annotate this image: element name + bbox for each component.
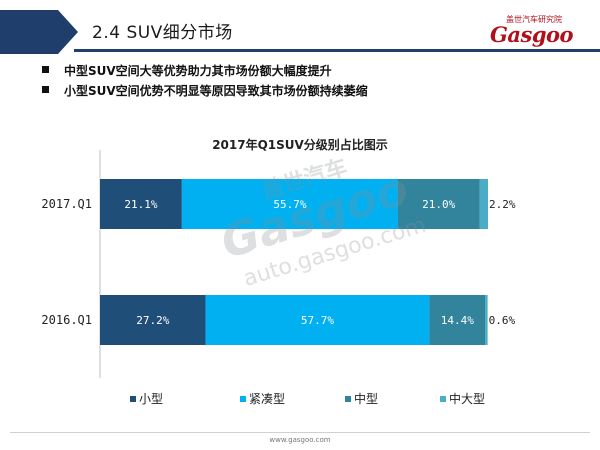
bullet-square-icon — [42, 86, 49, 93]
legend-item: 中型 — [345, 390, 378, 407]
legend-label: 中大型 — [449, 392, 486, 406]
data-label: 27.2% — [136, 314, 169, 327]
category-label: 2016.Q1 — [41, 313, 92, 327]
bar-segment — [429, 295, 486, 345]
section-title: 2.4 SUV细分市场 — [92, 23, 233, 43]
data-label: 21.0% — [422, 198, 455, 211]
legend-label: 小型 — [139, 392, 164, 406]
bullet-text: 中型SUV空间大等优势助力其市场份额大幅度提升 — [64, 64, 332, 78]
bar-segment — [100, 179, 182, 229]
legend-item: 紧凑型 — [240, 390, 285, 407]
data-label: 0.6% — [489, 314, 516, 327]
data-label: 55.7% — [273, 198, 306, 211]
legend-swatch-icon — [345, 396, 351, 402]
header-band — [0, 10, 92, 54]
bar-segment — [397, 179, 480, 229]
bullet-square-icon — [42, 66, 49, 73]
legend-swatch-icon — [240, 396, 246, 402]
bullet-text: 小型SUV空间优势不明显等原因导致其市场份额持续萎缩 — [64, 84, 368, 98]
data-label: 57.7% — [301, 314, 334, 327]
bar-segment — [205, 295, 430, 345]
header-underline — [74, 49, 600, 52]
logo-cn-text: 盖世汽车研究院 — [506, 15, 562, 24]
gasgoo-logo: 盖世汽车研究院 Gasgoo — [484, 14, 594, 48]
chart-title: 2017年Q1SUV分级别占比图示 — [212, 138, 388, 152]
legend-item: 小型 — [130, 390, 163, 407]
footer-url: www.gasgoo.com — [269, 436, 331, 444]
legend-swatch-icon — [440, 396, 446, 402]
logo-en-text: Gasgoo — [490, 22, 574, 47]
bar-segment — [485, 295, 488, 345]
data-label: 2.2% — [489, 198, 516, 211]
legend-swatch-icon — [130, 396, 136, 402]
bar-segment — [100, 295, 206, 345]
data-label: 21.1% — [124, 198, 157, 211]
legend-item: 中大型 — [440, 390, 485, 407]
legend-label: 中型 — [354, 392, 379, 406]
bar-segment — [181, 179, 398, 229]
footer-divider — [10, 432, 590, 433]
category-label: 2017.Q1 — [41, 197, 92, 211]
bar-segment — [479, 179, 488, 229]
legend-label: 紧凑型 — [249, 392, 286, 406]
data-label: 14.4% — [441, 314, 474, 327]
